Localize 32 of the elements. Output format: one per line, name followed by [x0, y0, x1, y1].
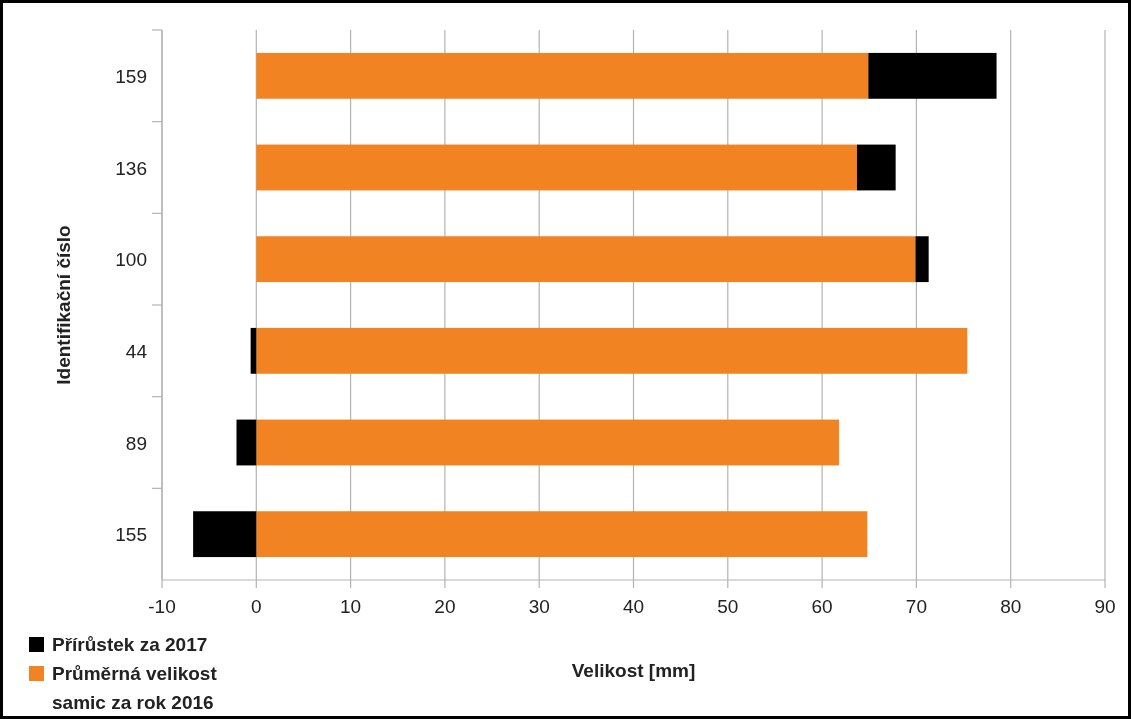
bar [236, 419, 257, 466]
y-tick-label: 155 [115, 524, 147, 546]
bar [256, 419, 840, 466]
y-tick-label: 44 [125, 340, 148, 362]
bar [256, 511, 868, 558]
bar [256, 236, 916, 283]
x-tick-label: 60 [811, 596, 833, 617]
y-axis-title: Identifikační číslo [53, 225, 74, 385]
x-tick-label: 90 [1094, 596, 1116, 617]
x-tick-label: 0 [251, 596, 262, 617]
x-tick-label: 80 [1000, 596, 1022, 617]
y-tick-label: 89 [125, 432, 147, 454]
bar [868, 52, 997, 99]
bar [256, 327, 968, 374]
x-tick-label: -10 [148, 596, 176, 617]
x-tick-label: 50 [717, 596, 739, 617]
bar [193, 511, 257, 558]
bar [256, 144, 857, 191]
x-tick-label: 10 [340, 596, 362, 617]
x-tick-label: 30 [528, 596, 550, 617]
x-tick-label: 70 [905, 596, 927, 617]
x-tick-label: 20 [434, 596, 456, 617]
x-tick-label: 40 [622, 596, 645, 617]
y-tick-label: 136 [115, 157, 147, 179]
legend-label: Přírůstek za 2017 [52, 634, 208, 655]
bar [856, 144, 896, 191]
bar [915, 236, 929, 283]
x-axis-title: Velikost [mm] [571, 660, 696, 681]
legend-label: Průměrná velikost samic za rok 2016 [52, 663, 218, 713]
y-tick-label: 100 [115, 249, 147, 271]
bar [256, 52, 869, 99]
y-tick-label: 159 [115, 65, 147, 87]
